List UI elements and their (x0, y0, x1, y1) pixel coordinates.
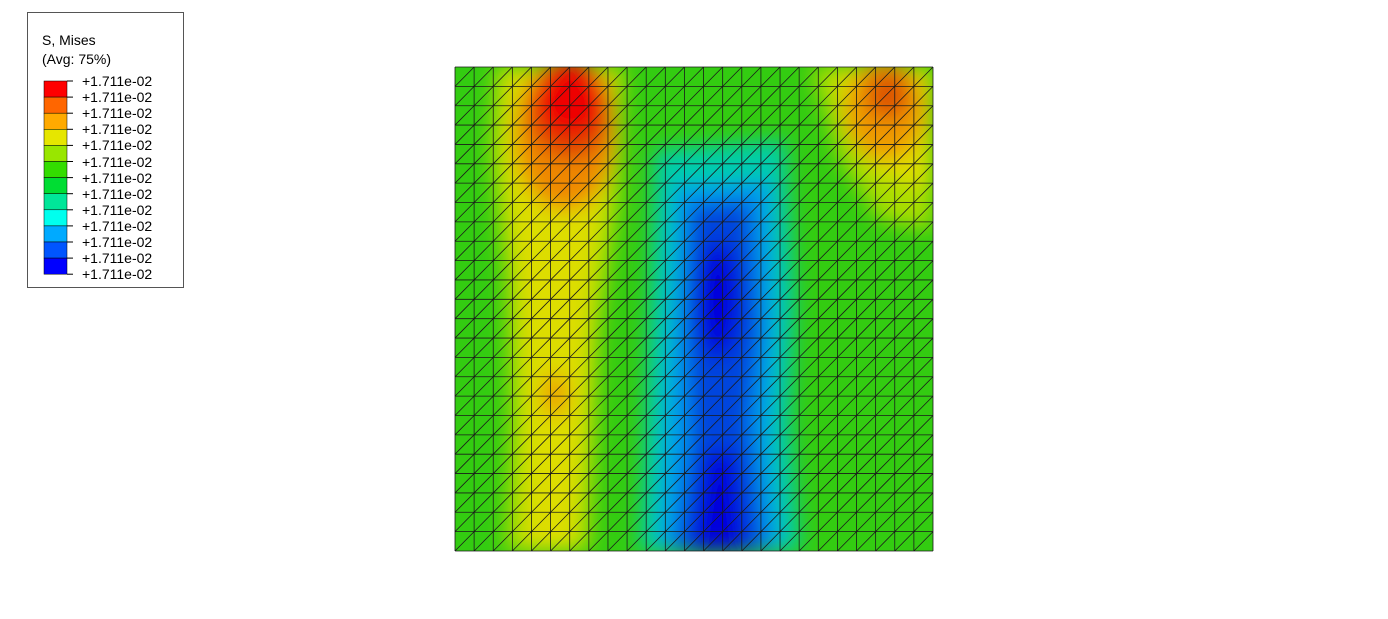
legend-value-label: +1.711e-02 (82, 121, 153, 138)
legend-swatch (43, 257, 68, 275)
legend-value-label: +1.711e-02 (82, 89, 153, 106)
legend-value-label: +1.711e-02 (82, 105, 153, 122)
legend-title: S, Mises (42, 32, 96, 48)
legend-subtitle: (Avg: 75%) (42, 51, 111, 67)
legend-value-label: +1.711e-02 (82, 201, 153, 218)
contour-legend: S, Mises (Avg: 75%) +1.711e-02 +1.711e-02… (27, 12, 184, 288)
legend-value-label: +1.711e-02 (82, 137, 153, 154)
legend-value-label: +1.711e-02 (82, 234, 153, 250)
legend-color-bar (43, 80, 73, 275)
legend-value-label: +1.711e-02 (82, 169, 153, 186)
legend-value-label: +1.711e-02 (82, 185, 153, 202)
mesh-grid (454, 66, 934, 552)
legend-value-label: +1.711e-02 (82, 266, 153, 283)
legend-value-label: +1.711e-02 (82, 250, 153, 267)
mesh-edges (454, 66, 934, 552)
contour-field (455, 67, 933, 551)
legend-value-label: +1.711e-02 (82, 217, 153, 234)
legend-value-label: +1.711e-02 (82, 73, 153, 89)
legend-value-label: +1.711e-02 (82, 153, 153, 170)
